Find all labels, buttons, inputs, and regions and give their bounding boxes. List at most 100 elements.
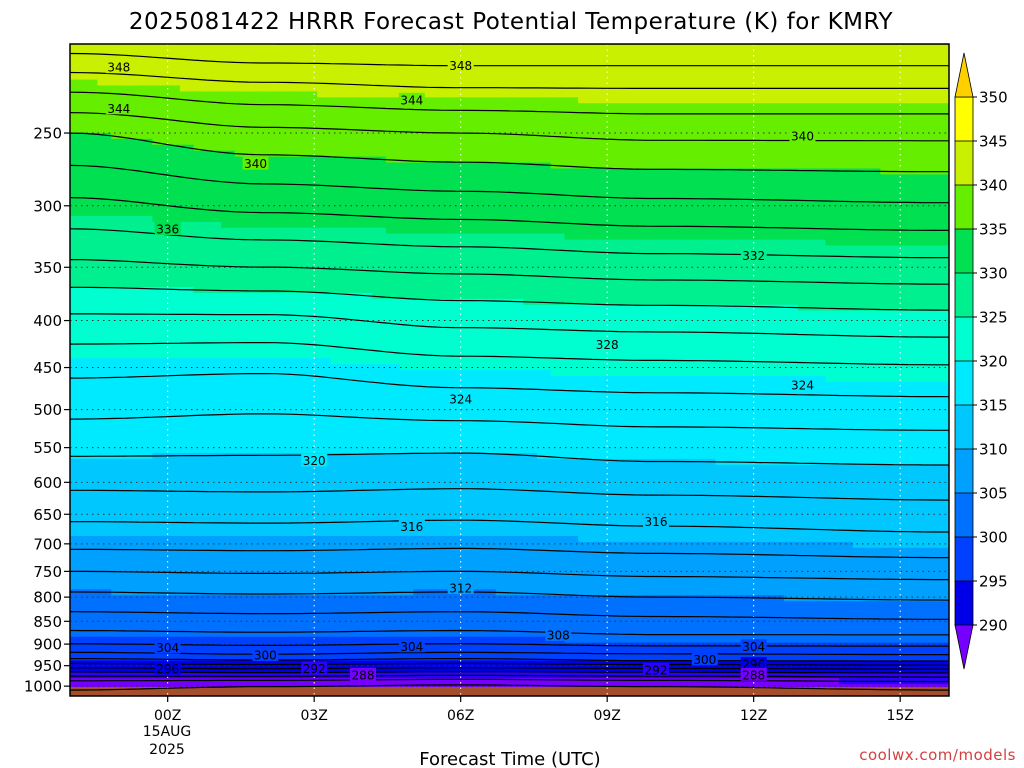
fill-cell: [646, 340, 662, 347]
fill-cell: [276, 322, 291, 330]
fill-cell: [440, 281, 456, 288]
fill-cell: [97, 263, 112, 270]
fill-cell: [907, 79, 923, 87]
fill-cell: [276, 441, 291, 448]
fill-cell: [536, 334, 552, 341]
fill-cell: [440, 257, 456, 264]
fill-cell: [688, 298, 703, 306]
fill-cell: [811, 239, 826, 247]
fill-cell: [784, 281, 799, 288]
fill-cell: [495, 79, 511, 87]
fill-cell: [372, 209, 387, 217]
fill-cell: [221, 441, 236, 448]
fill-cell: [688, 387, 703, 395]
fill-cell: [935, 304, 949, 312]
fill-cell: [358, 458, 373, 466]
fill-cell: [276, 257, 291, 264]
fill-cell: [701, 393, 717, 401]
fill-cell: [619, 352, 634, 359]
fill-cell: [550, 204, 566, 211]
fill-cell: [262, 121, 277, 128]
fill-cell: [523, 476, 538, 484]
fill-cell: [674, 44, 689, 51]
fill-cell: [880, 257, 895, 264]
fill-cell: [660, 287, 675, 294]
fill-cell: [248, 221, 263, 229]
fill-cell: [152, 138, 167, 146]
fill-cell: [784, 198, 799, 205]
fill-cell: [894, 429, 909, 436]
fill-cell: [111, 423, 126, 430]
fill-cell: [578, 352, 593, 359]
fill-cell: [358, 67, 373, 75]
fill-cell: [866, 464, 881, 472]
fill-cell: [894, 121, 909, 128]
fill-cell: [495, 174, 511, 181]
fill-cell: [317, 387, 332, 395]
fill-cell: [262, 126, 277, 134]
fill-cell: [578, 488, 593, 496]
fill-cell: [234, 435, 250, 442]
fill-cell: [138, 144, 153, 152]
fill-cell: [523, 458, 538, 466]
fill-cell: [729, 316, 744, 324]
fill-cell: [124, 435, 140, 442]
fill-cell: [825, 417, 840, 424]
fill-cell: [715, 168, 730, 175]
fill-cell: [935, 150, 949, 158]
fill-cell: [550, 411, 566, 419]
fill-cell: [839, 275, 854, 282]
fill-cell: [83, 91, 99, 98]
fill-cell: [564, 156, 579, 164]
fill-cell: [276, 281, 291, 288]
fill-cell: [550, 458, 566, 466]
fill-cell: [482, 352, 497, 359]
fill-cell: [907, 488, 923, 496]
fill-cell: [742, 464, 758, 472]
fill-cell: [234, 198, 250, 205]
fill-cell: [797, 364, 813, 371]
fill-cell: [166, 109, 181, 116]
fill-cell: [97, 186, 112, 193]
fill-cell: [688, 121, 703, 128]
fill-cell: [715, 393, 730, 401]
fill-cell: [248, 470, 263, 478]
fill-cell: [385, 381, 401, 389]
fill-cell: [591, 381, 607, 389]
fill-cell: [633, 411, 648, 419]
fill-cell: [839, 132, 854, 140]
fill-cell: [523, 263, 538, 270]
fill-cell: [894, 132, 909, 140]
fill-cell: [482, 458, 497, 466]
fill-cell: [399, 458, 414, 466]
fill-cell: [921, 370, 936, 377]
fill-cell: [427, 304, 442, 312]
fill-cell: [935, 245, 949, 253]
fill-cell: [413, 227, 428, 235]
fill-cell: [468, 447, 483, 454]
fill-cell: [550, 346, 566, 353]
fill-cell: [482, 109, 497, 116]
fill-cell: [289, 73, 305, 81]
fill-cell: [509, 186, 524, 193]
fill-cell: [742, 470, 758, 478]
fill-cell: [330, 281, 346, 288]
fill-cell: [207, 251, 222, 258]
fill-cell: [482, 358, 497, 365]
fill-cell: [330, 287, 346, 294]
fill-cell: [564, 215, 579, 223]
fill-cell: [564, 174, 579, 181]
fill-cell: [715, 49, 730, 57]
fill-cell: [234, 328, 250, 336]
fill-cell: [303, 186, 318, 193]
fill-cell: [97, 417, 112, 424]
fill-cell: [234, 334, 250, 341]
fill-cell: [770, 150, 785, 158]
fill-cell: [591, 162, 607, 170]
fill-cell: [797, 245, 813, 253]
fill-cell: [825, 375, 840, 383]
fill-cell: [729, 387, 744, 395]
fill-cell: [550, 476, 566, 484]
fill-cell: [811, 441, 826, 448]
fill-cell: [894, 198, 909, 205]
